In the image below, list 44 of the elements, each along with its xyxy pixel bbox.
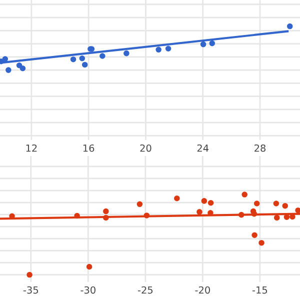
point	[273, 200, 280, 206]
point	[144, 212, 150, 218]
point	[174, 195, 180, 202]
point	[6, 67, 12, 73]
point	[282, 202, 288, 209]
point	[295, 207, 300, 214]
point	[165, 46, 172, 52]
x-tick-label: -20	[195, 286, 210, 294]
point	[26, 272, 32, 278]
point	[100, 53, 106, 59]
point	[252, 232, 258, 238]
point	[242, 192, 248, 198]
point	[136, 201, 143, 208]
point	[124, 50, 130, 56]
point	[286, 23, 293, 30]
point	[200, 41, 206, 48]
point	[201, 198, 208, 204]
point	[208, 200, 214, 206]
point	[258, 240, 264, 246]
x-tick-label: -25	[138, 286, 153, 294]
point	[103, 214, 109, 221]
point	[156, 46, 162, 53]
point	[82, 62, 88, 68]
point	[238, 212, 244, 218]
x-tick-label: 24	[197, 144, 208, 152]
x-tick-label: -35	[23, 286, 38, 294]
point	[70, 56, 76, 62]
point	[103, 208, 109, 214]
point	[86, 264, 92, 270]
x-tick-label: 16	[83, 144, 94, 152]
point	[2, 56, 8, 62]
point	[209, 40, 216, 46]
point	[79, 55, 86, 62]
point	[16, 62, 22, 68]
x-tick-label: -15	[252, 286, 268, 294]
point	[74, 212, 80, 219]
x-tick-label: 28	[254, 144, 266, 152]
x-tick-label: 12	[26, 144, 37, 152]
x-tick-label: 20	[140, 144, 152, 152]
x-tick-label: -30	[80, 286, 96, 294]
point	[274, 214, 280, 221]
point	[20, 65, 26, 72]
point	[254, 200, 260, 206]
point	[196, 209, 202, 215]
